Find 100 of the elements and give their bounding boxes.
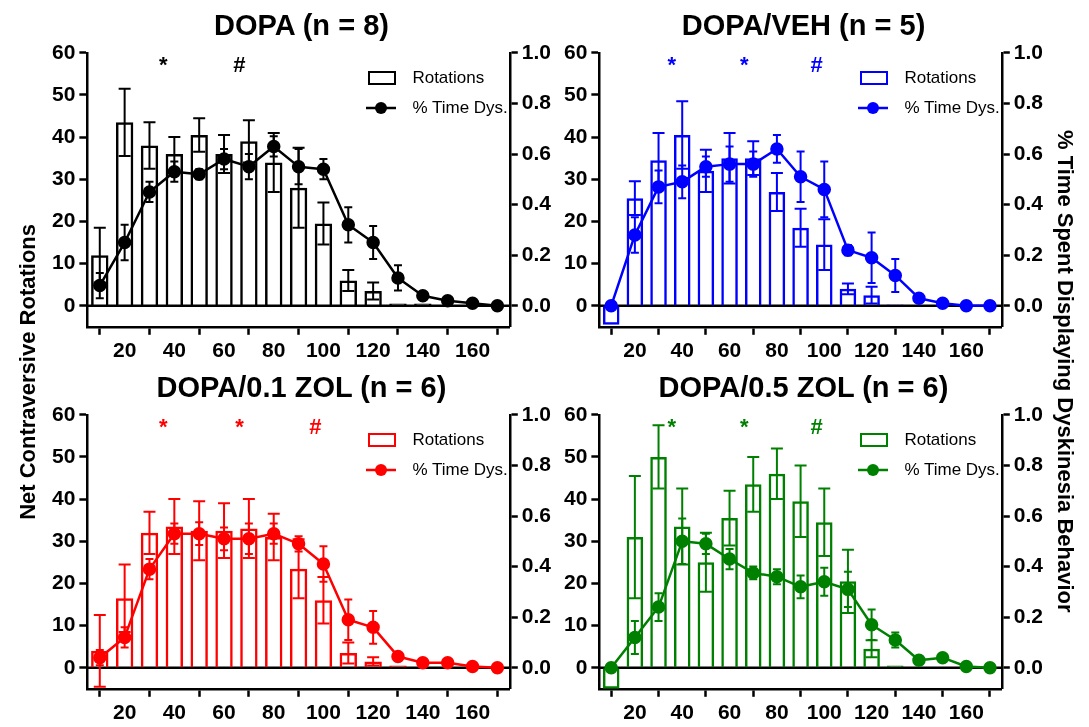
y-tick-label: 0	[575, 292, 588, 316]
y-tick-label: 30	[564, 528, 588, 552]
y-tick-label: 60	[52, 39, 76, 63]
y-tick-label: 0	[63, 654, 76, 678]
y2-tick-label: 0.8	[521, 452, 552, 476]
y-tick-label: 10	[52, 250, 76, 274]
y-tick-label: 30	[564, 166, 588, 190]
legend-label: Rotations	[904, 428, 977, 451]
y2-axis-title: % Time Spent Displaying Dyskinesia Behavior	[1051, 130, 1078, 613]
y2-tick-label: 1.0	[521, 401, 552, 425]
chart-title: DOPA/VEH (n = 5)	[681, 9, 926, 42]
y-tick-label: 30	[52, 528, 76, 552]
y-tick-label: 0	[63, 292, 76, 316]
y2-tick-label: 0.6	[521, 140, 552, 164]
x-tick-label: 160	[948, 338, 984, 362]
y-tick-label: 40	[52, 485, 76, 509]
legend-label: Rotations	[412, 428, 485, 451]
x-tick-label: 160	[948, 700, 984, 724]
annotation: *	[667, 413, 677, 439]
y-tick-label: 20	[564, 570, 588, 594]
x-tick-label: 20	[623, 700, 647, 724]
y2-tick-label: 1.0	[521, 39, 552, 63]
x-tick-label: 160	[455, 338, 491, 362]
y-tick-label: 0	[575, 654, 588, 678]
annotation: *	[159, 51, 169, 77]
x-tick-label: 40	[162, 700, 187, 724]
y-tick-label: 30	[52, 166, 76, 190]
y2-tick-label: 0.0	[1013, 654, 1044, 678]
y-tick-label: 40	[52, 123, 76, 147]
x-tick-label: 120	[854, 338, 890, 362]
y2-tick-label: 0.0	[1013, 292, 1044, 316]
legend-label: % Time Dys.	[412, 458, 508, 481]
y2-tick-label: 0.2	[521, 242, 552, 265]
x-tick-label: 140	[405, 700, 441, 724]
y-axis-title: Net Contraversive Rotations	[15, 223, 41, 520]
chart-title: DOPA (n = 8)	[214, 9, 389, 42]
y2-tick-label: 0.2	[1013, 604, 1044, 627]
annotation: *	[739, 413, 749, 439]
x-tick-label: 140	[901, 338, 937, 362]
legend-label: % Time Dys.	[412, 96, 508, 119]
x-tick-label: 60	[212, 338, 236, 362]
chart-title: DOPA/0.5 ZOL (n = 6)	[658, 371, 949, 404]
x-tick-label: 120	[355, 338, 391, 362]
y2-tick-label: 0.8	[521, 90, 552, 114]
annotation: #	[810, 51, 823, 77]
annotation: #	[233, 51, 246, 77]
legend-label: % Time Dys.	[904, 458, 1000, 481]
y2-tick-label: 0.6	[1013, 502, 1044, 526]
x-tick-label: 60	[212, 700, 236, 724]
x-tick-label: 80	[765, 700, 789, 724]
y-tick-label: 60	[564, 39, 588, 63]
y-tick-label: 40	[564, 485, 588, 509]
y-tick-label: 20	[52, 208, 76, 232]
x-tick-label: 20	[623, 338, 647, 362]
x-tick-label: 100	[305, 700, 341, 724]
x-tick-label: 20	[112, 338, 137, 362]
x-tick-label: 160	[455, 700, 491, 724]
x-tick-label: 80	[262, 338, 286, 362]
y-tick-label: 50	[564, 443, 588, 467]
x-tick-label: 80	[765, 338, 789, 362]
y2-tick-label: 0.2	[1013, 242, 1044, 265]
x-tick-label: 40	[670, 338, 694, 362]
y-tick-label: 10	[564, 612, 588, 636]
y2-tick-label: 0.6	[1013, 140, 1044, 164]
y2-tick-label: 1.0	[1013, 39, 1044, 63]
y2-tick-label: 0.0	[521, 292, 552, 316]
y-tick-label: 50	[564, 81, 588, 105]
annotation: *	[739, 51, 749, 77]
x-tick-label: 100	[806, 338, 842, 362]
y-tick-label: 20	[52, 570, 76, 594]
legend-label: % Time Dys.	[904, 96, 1000, 119]
y2-tick-label: 0.4	[521, 191, 552, 215]
x-tick-label: 60	[717, 338, 742, 362]
y-tick-label: 60	[52, 401, 76, 425]
y2-tick-label: 1.0	[1013, 401, 1044, 425]
annotation: *	[159, 413, 169, 439]
y-tick-label: 20	[564, 208, 588, 232]
y-tick-label: 50	[52, 81, 76, 105]
y2-tick-label: 0.8	[1013, 90, 1044, 114]
x-tick-label: 80	[262, 700, 286, 724]
x-tick-label: 100	[305, 338, 341, 362]
annotation: #	[810, 413, 823, 439]
x-tick-label: 60	[717, 700, 742, 724]
legend-label: Rotations	[412, 66, 485, 89]
x-tick-label: 120	[854, 700, 890, 724]
chart-title: DOPA/0.1 ZOL (n = 6)	[156, 371, 447, 404]
y-tick-label: 60	[564, 401, 588, 425]
annotation: #	[309, 413, 322, 439]
x-tick-label: 100	[806, 700, 842, 724]
y-tick-label: 10	[564, 250, 588, 274]
y2-tick-label: 0.4	[1013, 553, 1044, 577]
x-tick-label: 40	[162, 338, 187, 362]
y2-tick-label: 0.0	[521, 654, 552, 678]
x-tick-label: 20	[112, 700, 137, 724]
x-tick-label: 140	[901, 700, 937, 724]
annotation: *	[235, 413, 245, 439]
y2-tick-label: 0.8	[1013, 452, 1044, 476]
x-tick-label: 140	[405, 338, 441, 362]
y2-tick-label: 0.4	[521, 553, 552, 577]
legend-label: Rotations	[904, 66, 977, 89]
